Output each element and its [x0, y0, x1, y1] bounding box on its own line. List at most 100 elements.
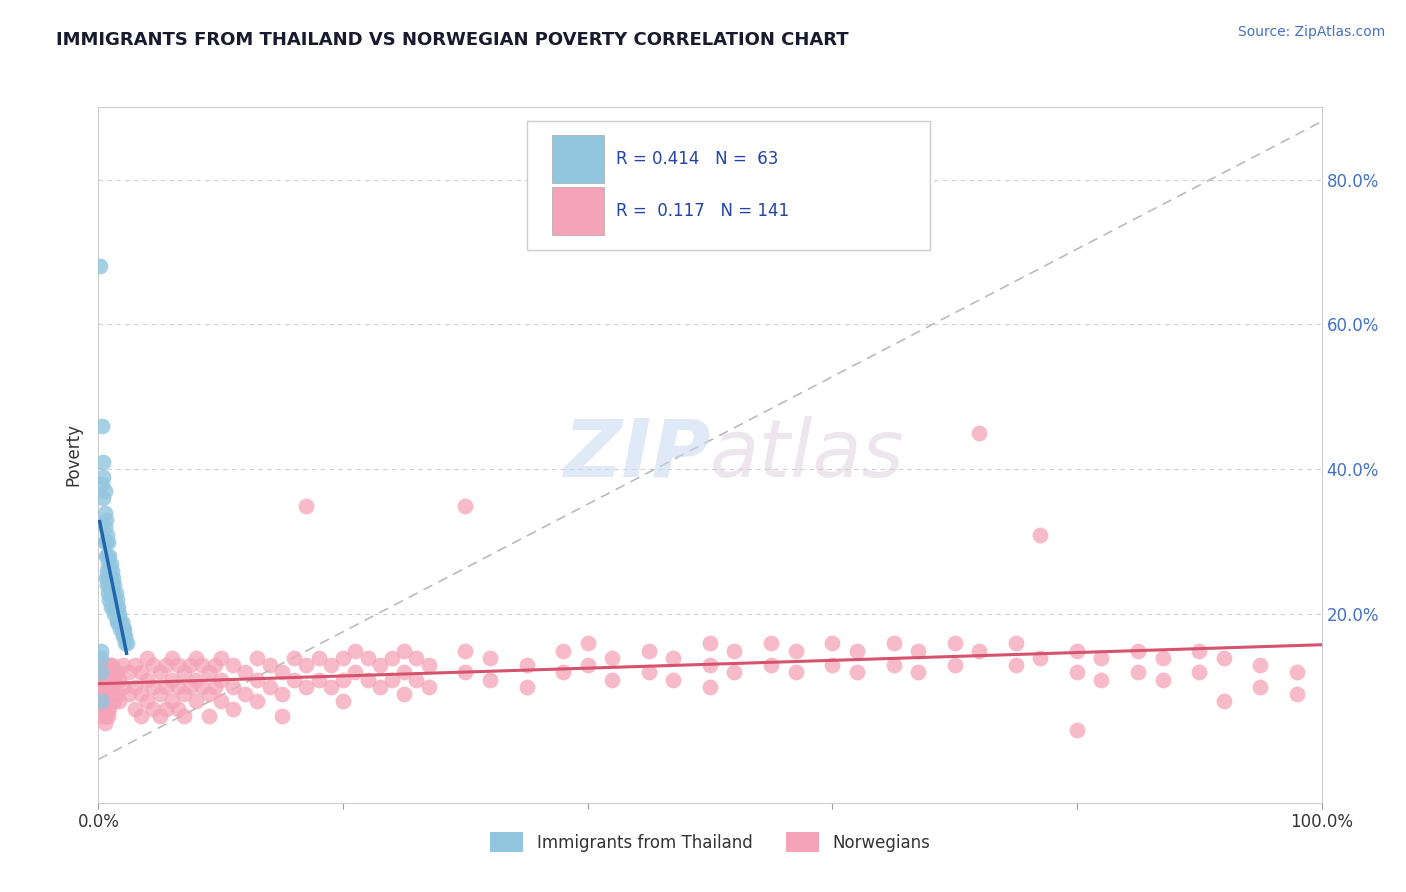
Point [638, 665, 661, 680]
Point [785, 665, 807, 680]
Point [91, 491, 114, 506]
Point [96, 701, 118, 715]
Point [295, 499, 318, 513]
Point [209, 694, 232, 708]
Point [167, 680, 190, 694]
Point [222, 680, 245, 694]
Point [111, 622, 134, 636]
Point [124, 658, 146, 673]
Point [454, 499, 477, 513]
Point [405, 673, 427, 687]
Point [392, 665, 416, 680]
Point [478, 673, 501, 687]
Point [943, 636, 966, 650]
Point [233, 687, 256, 701]
Point [943, 658, 966, 673]
Point [179, 680, 201, 694]
Point [104, 585, 127, 599]
Point [259, 680, 281, 694]
Point [173, 687, 195, 701]
Point [454, 665, 477, 680]
Point [270, 708, 294, 723]
Point [1066, 723, 1088, 738]
Point [160, 673, 183, 687]
Point [368, 658, 391, 673]
Point [553, 665, 575, 680]
Point [112, 629, 135, 643]
Point [94, 571, 117, 585]
Point [553, 643, 575, 657]
Point [907, 643, 929, 657]
Text: IMMIGRANTS FROM THAILAND VS NORWEGIAN POVERTY CORRELATION CHART: IMMIGRANTS FROM THAILAND VS NORWEGIAN PO… [56, 31, 849, 49]
Point [723, 665, 745, 680]
Point [246, 694, 269, 708]
Point [515, 680, 537, 694]
Point [1249, 680, 1271, 694]
Point [662, 673, 685, 687]
Point [1090, 651, 1112, 665]
Point [356, 651, 378, 665]
Point [160, 694, 183, 708]
Legend: Immigrants from Thailand, Norwegians: Immigrants from Thailand, Norwegians [481, 823, 939, 861]
Point [108, 607, 131, 622]
Point [93, 716, 115, 731]
Point [155, 658, 177, 673]
Point [142, 658, 165, 673]
Point [101, 687, 124, 701]
Point [91, 708, 114, 723]
Point [418, 680, 440, 694]
Point [344, 665, 367, 680]
Point [96, 564, 118, 578]
Point [93, 484, 115, 499]
Point [98, 592, 121, 607]
Point [103, 592, 125, 607]
Point [90, 673, 112, 687]
Point [1066, 643, 1088, 657]
Point [1004, 636, 1026, 650]
Point [98, 564, 121, 578]
Point [142, 701, 165, 715]
Point [699, 636, 721, 650]
Point [204, 680, 226, 694]
Point [600, 651, 623, 665]
Point [967, 643, 990, 657]
Point [91, 455, 114, 469]
Point [662, 651, 685, 665]
Point [107, 615, 129, 629]
FancyBboxPatch shape [526, 121, 931, 250]
Point [1066, 665, 1088, 680]
Point [179, 658, 201, 673]
Text: R = 0.414   N =  63: R = 0.414 N = 63 [616, 150, 778, 169]
Point [94, 687, 117, 701]
Point [283, 651, 305, 665]
Point [110, 622, 132, 636]
Point [907, 665, 929, 680]
Point [94, 665, 117, 680]
Point [93, 534, 115, 549]
Point [1004, 658, 1026, 673]
Point [98, 578, 121, 592]
Point [108, 694, 131, 708]
Point [723, 643, 745, 657]
Point [103, 694, 125, 708]
Point [114, 636, 136, 650]
Point [129, 708, 152, 723]
Point [110, 615, 132, 629]
Point [114, 629, 136, 643]
Point [89, 260, 111, 274]
Point [136, 694, 159, 708]
Point [124, 701, 146, 715]
Point [111, 629, 134, 643]
Point [308, 673, 330, 687]
Point [246, 673, 269, 687]
Point [96, 680, 118, 694]
Point [91, 665, 114, 680]
Point [186, 694, 208, 708]
Point [967, 426, 990, 441]
Point [1152, 673, 1174, 687]
Point [576, 658, 599, 673]
Point [118, 687, 141, 701]
Point [1212, 651, 1234, 665]
Point [91, 469, 114, 483]
Point [91, 476, 114, 491]
